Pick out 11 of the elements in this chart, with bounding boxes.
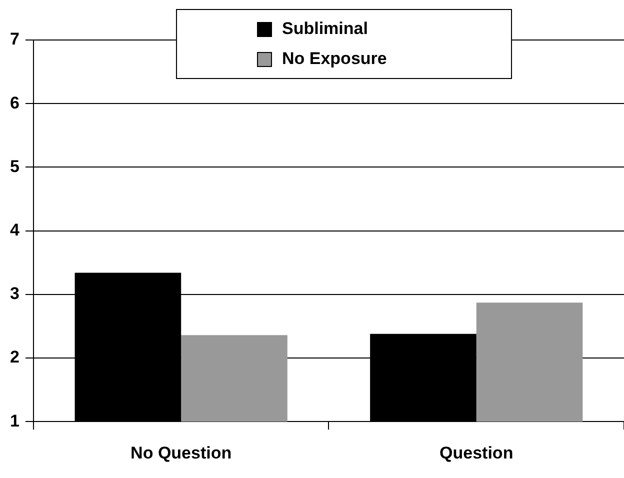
- y-tick-label: 7: [10, 30, 20, 49]
- y-tick-label: 6: [10, 93, 20, 112]
- y-tick-label: 3: [10, 284, 20, 304]
- legend-label: No Exposure: [281, 48, 388, 70]
- y-tick-label: 4: [10, 220, 20, 240]
- x-tick-label: No Question: [130, 443, 232, 462]
- y-tick-label: 2: [10, 348, 20, 367]
- legend-label: Subliminal: [281, 18, 369, 40]
- x-tick-label: Question: [440, 443, 514, 462]
- y-tick-label: 5: [10, 156, 20, 176]
- y-tick-label: 1: [10, 411, 20, 430]
